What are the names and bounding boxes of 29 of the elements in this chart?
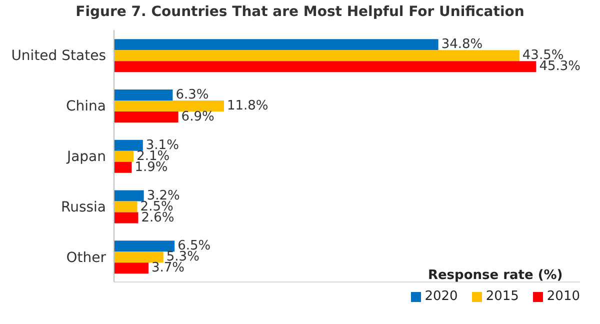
data-label: 6.9% xyxy=(181,109,214,124)
data-label: 34.8% xyxy=(441,37,483,52)
y-tick-label: Japan xyxy=(66,148,106,165)
legend-label: 2010 xyxy=(546,289,580,304)
y-tick-label: Other xyxy=(66,250,106,266)
y-tick-label: China xyxy=(66,98,106,115)
legend-label: 2015 xyxy=(486,289,519,304)
bar xyxy=(114,61,536,72)
y-tick-label: Russia xyxy=(60,199,106,216)
data-label: 11.8% xyxy=(226,98,268,114)
bar xyxy=(114,140,143,151)
bar xyxy=(114,150,134,162)
bar xyxy=(114,100,224,112)
bar xyxy=(114,50,520,62)
legend-label: 2020 xyxy=(424,289,458,304)
legend-title: Response rate (%) xyxy=(426,268,564,283)
bar xyxy=(114,162,132,173)
bar xyxy=(114,111,178,122)
bar xyxy=(114,201,138,212)
data-label: 6.3% xyxy=(176,87,209,102)
bar xyxy=(114,39,438,50)
bar xyxy=(114,190,144,202)
y-tick-label: United States xyxy=(11,48,106,64)
chart-title: Figure 7. Countries That are Most Helpful For Unification xyxy=(74,3,526,22)
bar xyxy=(114,252,164,263)
bar xyxy=(114,212,138,224)
bar xyxy=(114,262,148,274)
bar xyxy=(114,240,175,252)
bar xyxy=(114,89,173,100)
